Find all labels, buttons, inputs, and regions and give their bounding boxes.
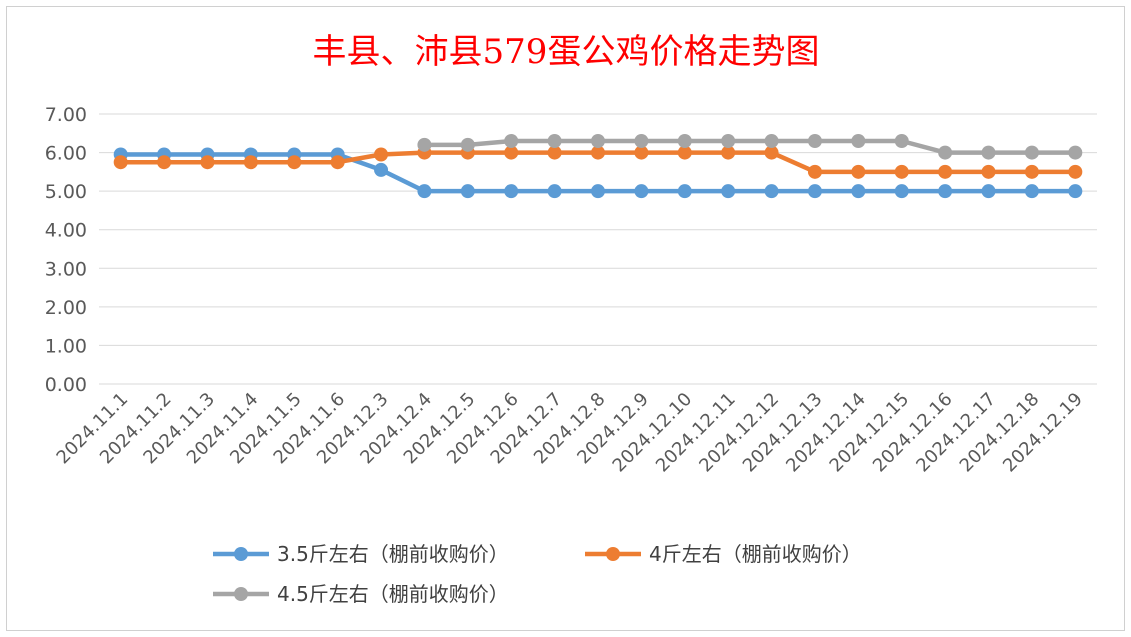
legend-item: 4.5斤左右（棚前收购价） [213, 582, 509, 606]
data-point [591, 145, 605, 160]
data-point [894, 164, 909, 179]
data-point [591, 184, 605, 199]
data-point [894, 184, 909, 199]
y-tick-label: 4.00 [45, 220, 87, 242]
data-point [721, 145, 736, 160]
x-axis-ticks: 2024.11.12024.11.22024.11.32024.11.42024… [53, 389, 1087, 477]
data-point [374, 147, 389, 162]
legend-swatch-marker [234, 547, 248, 561]
data-point [243, 155, 258, 170]
data-point [938, 184, 953, 199]
data-point [677, 145, 692, 160]
data-point [851, 134, 866, 148]
data-point [807, 134, 822, 148]
data-point [981, 184, 996, 199]
data-point [1068, 164, 1083, 179]
data-point [547, 134, 562, 148]
data-point [113, 155, 128, 170]
line-chart: 丰县、沛县579蛋公鸡价格走势图 0.00 1.00 2.00 3.00 4.00 5.0… [45, 32, 1097, 606]
y-tick-label: 3.00 [45, 258, 87, 280]
data-point [1024, 145, 1039, 160]
y-tick-label: 5.00 [45, 181, 87, 203]
data-point [157, 155, 172, 170]
series-lines [113, 134, 1083, 199]
series-2 [113, 145, 1083, 179]
data-point [504, 184, 519, 199]
data-point [851, 164, 866, 179]
data-point [374, 162, 389, 177]
series-line [422, 138, 1078, 155]
data-point [764, 184, 779, 199]
legend: 3.5斤左右（棚前收购价） 4斤左右（棚前收购价） 4.5斤左右（棚前收购价） [213, 542, 862, 606]
data-point [764, 134, 779, 148]
data-point [460, 184, 475, 199]
data-point [981, 145, 996, 160]
data-point [851, 184, 866, 199]
chart-frame: 丰县、沛县579蛋公鸡价格走势图 0.00 1.00 2.00 3.00 4.00 5.0… [6, 6, 1125, 631]
data-point [504, 145, 519, 160]
data-point [938, 145, 953, 160]
y-tick-label: 1.00 [45, 335, 87, 357]
legend-label: 3.5斤左右（棚前收购价） [277, 542, 509, 566]
series-3 [417, 134, 1083, 160]
y-tick-label: 2.00 [45, 297, 87, 319]
data-point [894, 134, 909, 148]
legend-item: 4斤左右（棚前收购价） [585, 542, 862, 566]
data-point [721, 184, 736, 199]
y-axis-ticks: 0.00 1.00 2.00 3.00 4.00 5.00 6.00 7.00 [45, 104, 87, 396]
data-point [504, 134, 519, 148]
y-tick-label: 6.00 [45, 143, 87, 165]
data-point [547, 145, 562, 160]
data-point [938, 164, 953, 179]
data-point [677, 184, 692, 199]
data-point [677, 134, 692, 148]
data-point [1024, 164, 1039, 179]
y-tick-label: 7.00 [45, 104, 87, 126]
data-point [287, 155, 302, 170]
data-point [721, 134, 736, 148]
chart-title: 丰县、沛县579蛋公鸡价格走势图 [313, 32, 820, 72]
data-point [981, 164, 996, 179]
data-point [634, 145, 649, 160]
data-point [417, 184, 432, 199]
data-point [764, 145, 779, 160]
data-point [1024, 184, 1039, 199]
data-point [634, 184, 649, 199]
data-point [807, 184, 822, 199]
data-point [547, 184, 562, 199]
data-point [200, 155, 215, 170]
legend-label: 4斤左右（棚前收购价） [649, 542, 862, 566]
data-point [1068, 145, 1083, 160]
data-point [417, 137, 432, 152]
data-point [1068, 184, 1083, 199]
data-point [591, 134, 605, 148]
legend-item: 3.5斤左右（棚前收购价） [213, 542, 509, 566]
legend-swatch-marker [606, 547, 620, 561]
data-point [330, 155, 345, 170]
legend-label: 4.5斤左右（棚前收购价） [277, 582, 509, 606]
data-point [807, 164, 822, 179]
legend-swatch-marker [234, 587, 248, 601]
data-point [460, 137, 475, 152]
y-tick-label: 0.00 [45, 374, 87, 396]
data-point [634, 134, 649, 148]
